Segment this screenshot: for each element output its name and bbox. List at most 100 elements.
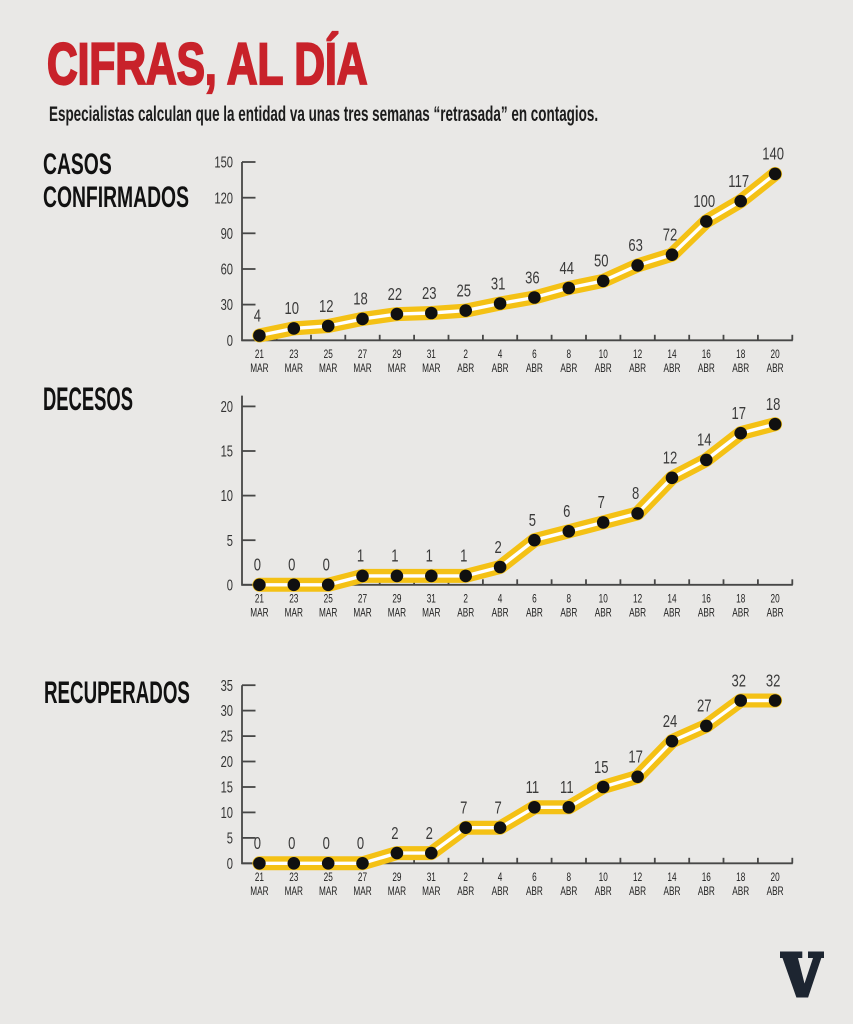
svg-text:2: 2	[463, 593, 468, 606]
svg-text:MAR: MAR	[285, 607, 304, 620]
svg-text:MAR: MAR	[422, 886, 441, 899]
svg-text:ABR: ABR	[732, 607, 749, 620]
svg-text:60: 60	[221, 261, 233, 278]
svg-text:MAR: MAR	[319, 607, 338, 620]
svg-text:31: 31	[491, 275, 506, 294]
svg-text:20: 20	[221, 398, 233, 415]
svg-text:ABR: ABR	[457, 886, 474, 899]
svg-text:MAR: MAR	[285, 886, 304, 899]
svg-text:20: 20	[771, 872, 780, 885]
svg-text:12: 12	[663, 449, 678, 468]
svg-text:MAR: MAR	[388, 886, 407, 899]
svg-text:11: 11	[560, 778, 574, 797]
svg-text:1: 1	[426, 547, 433, 566]
svg-text:20: 20	[771, 593, 780, 606]
svg-text:27: 27	[358, 872, 367, 885]
svg-text:ABR: ABR	[457, 607, 474, 620]
svg-text:31: 31	[427, 593, 436, 606]
svg-text:23: 23	[289, 349, 298, 362]
svg-text:ABR: ABR	[732, 886, 749, 899]
svg-text:18: 18	[736, 872, 745, 885]
svg-text:ABR: ABR	[492, 363, 509, 376]
svg-text:2: 2	[463, 872, 468, 885]
svg-text:0: 0	[227, 332, 233, 349]
svg-text:32: 32	[766, 672, 781, 691]
svg-text:10: 10	[285, 299, 300, 318]
svg-text:25: 25	[324, 349, 333, 362]
svg-text:ABR: ABR	[698, 607, 715, 620]
svg-text:16: 16	[702, 593, 711, 606]
svg-text:30: 30	[221, 296, 233, 313]
svg-text:18: 18	[766, 395, 781, 414]
svg-text:12: 12	[319, 297, 334, 316]
svg-text:7: 7	[598, 493, 605, 512]
svg-text:18: 18	[736, 349, 745, 362]
svg-text:ABR: ABR	[492, 607, 509, 620]
svg-text:MAR: MAR	[250, 886, 269, 899]
svg-text:ABR: ABR	[492, 886, 509, 899]
svg-text:ABR: ABR	[560, 607, 577, 620]
svg-text:ABR: ABR	[629, 886, 646, 899]
svg-text:27: 27	[358, 349, 367, 362]
svg-text:ABR: ABR	[629, 363, 646, 376]
svg-text:ABR: ABR	[457, 363, 474, 376]
svg-text:ABR: ABR	[560, 886, 577, 899]
svg-text:25: 25	[324, 872, 333, 885]
svg-text:25: 25	[456, 282, 471, 301]
svg-text:ABR: ABR	[526, 363, 543, 376]
svg-text:5: 5	[227, 532, 233, 549]
svg-text:120: 120	[214, 190, 233, 207]
svg-text:ABR: ABR	[595, 886, 612, 899]
svg-text:MAR: MAR	[422, 607, 441, 620]
svg-text:27: 27	[697, 697, 712, 716]
svg-text:15: 15	[221, 443, 233, 460]
svg-text:20: 20	[221, 753, 233, 770]
svg-text:23: 23	[289, 872, 298, 885]
svg-text:8: 8	[567, 349, 572, 362]
svg-text:7: 7	[494, 799, 501, 818]
svg-text:ABR: ABR	[595, 363, 612, 376]
svg-text:MAR: MAR	[319, 886, 338, 899]
svg-text:0: 0	[227, 855, 233, 872]
svg-text:4: 4	[498, 872, 503, 885]
svg-text:0: 0	[227, 577, 233, 594]
svg-text:31: 31	[427, 349, 436, 362]
svg-text:18: 18	[736, 593, 745, 606]
svg-text:8: 8	[567, 872, 572, 885]
svg-text:14: 14	[667, 872, 676, 885]
svg-text:0: 0	[254, 556, 261, 575]
svg-text:36: 36	[525, 269, 540, 288]
svg-text:ABR: ABR	[560, 363, 577, 376]
svg-text:2: 2	[391, 824, 398, 843]
svg-text:17: 17	[628, 748, 643, 767]
svg-text:ABR: ABR	[595, 607, 612, 620]
svg-text:18: 18	[353, 290, 368, 309]
svg-text:ABR: ABR	[698, 886, 715, 899]
svg-text:25: 25	[324, 593, 333, 606]
svg-text:11: 11	[526, 778, 540, 797]
svg-text:2: 2	[463, 349, 468, 362]
svg-text:8: 8	[567, 593, 572, 606]
svg-text:50: 50	[594, 252, 609, 271]
svg-text:MAR: MAR	[388, 607, 407, 620]
svg-text:16: 16	[702, 349, 711, 362]
svg-text:117: 117	[728, 172, 749, 191]
svg-text:10: 10	[599, 349, 608, 362]
svg-text:ABR: ABR	[767, 607, 784, 620]
svg-text:4: 4	[498, 593, 503, 606]
svg-text:ABR: ABR	[767, 886, 784, 899]
svg-text:24: 24	[663, 712, 678, 731]
svg-text:10: 10	[221, 804, 233, 821]
svg-text:MAR: MAR	[388, 363, 407, 376]
svg-text:29: 29	[392, 872, 401, 885]
svg-text:17: 17	[731, 404, 746, 423]
svg-text:20: 20	[771, 349, 780, 362]
svg-text:10: 10	[599, 872, 608, 885]
svg-text:1: 1	[460, 547, 467, 566]
svg-text:100: 100	[693, 192, 715, 211]
svg-text:0: 0	[357, 834, 364, 853]
svg-text:14: 14	[697, 431, 712, 450]
svg-text:23: 23	[422, 284, 437, 303]
svg-text:4: 4	[254, 307, 262, 326]
svg-text:MAR: MAR	[250, 363, 269, 376]
